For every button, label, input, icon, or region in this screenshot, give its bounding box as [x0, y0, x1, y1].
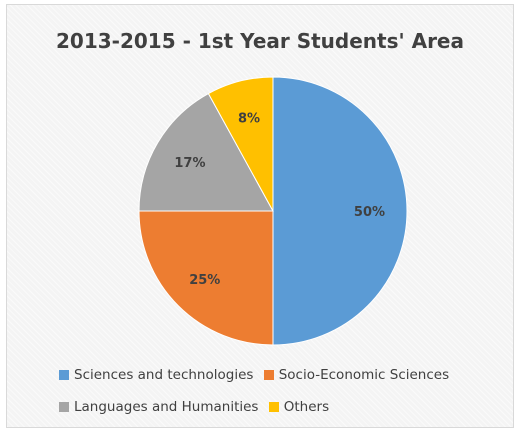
data-label: 8% [238, 112, 260, 127]
pie-slice-others [207, 76, 274, 212]
pie-slice-socio-economic-sciences [138, 210, 274, 346]
data-label: 25% [189, 273, 220, 288]
chart-title: 2013-2015 - 1st Year Students' Area [55, 29, 464, 53]
legend-swatch [59, 402, 69, 412]
legend-label: Socio-Economic Sciences [278, 367, 450, 383]
legend-label: Sciences and technologies [74, 367, 254, 383]
legend-item-sciences-and-technologies: Sciences and technologies [59, 367, 253, 383]
legend-swatch [268, 402, 279, 412]
legend-item-socio-economic-sciences: Socio-Economic Sciences [263, 367, 450, 383]
chart-area: 2013-2015 - 1st Year Students' Area 50% 2… [6, 4, 514, 428]
legend-label: Others [283, 399, 330, 415]
legend-label: Languages and Humanities [74, 399, 259, 415]
pie-slice-languages-and-humanities [138, 92, 274, 212]
legend-swatch [59, 370, 69, 380]
legend-row: Languages and Humanities Others [59, 399, 335, 416]
legend-row: Sciences and technologies Socio-Economic… [59, 367, 455, 384]
legend-item-languages-and-humanities: Languages and Humanities [59, 399, 258, 415]
data-label: 17% [174, 156, 205, 171]
pie-slice-sciences-and-technologies [272, 76, 408, 346]
data-label: 50% [354, 205, 385, 220]
pie-chart: 50% 25% 17% 8% [138, 76, 408, 346]
legend-item-others: Others [268, 399, 330, 415]
legend-swatch [263, 370, 274, 380]
